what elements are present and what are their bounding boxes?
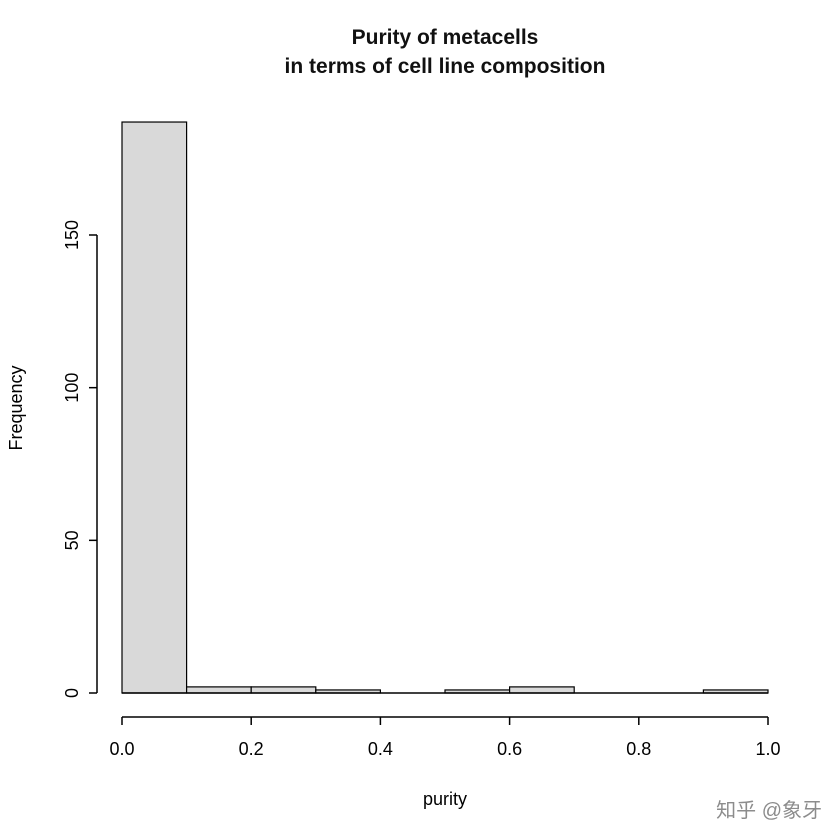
histogram-bar: [250, 686, 317, 694]
chart-title-line1: Purity of metacells: [352, 26, 539, 49]
histogram-bar: [186, 686, 252, 694]
x-tick-label: 1.0: [755, 739, 780, 759]
axes-group: 0 50 100 150 0.0 0.2 0.4 0.6 0.8 1.0: [62, 220, 781, 759]
x-axis-label: purity: [423, 789, 467, 809]
histogram-bar: [509, 686, 575, 694]
x-tick-label: 0.8: [626, 739, 651, 759]
x-tick-label: 0.0: [109, 739, 134, 759]
y-tick-label: 50: [62, 530, 82, 550]
bars-group: [121, 121, 769, 694]
histogram-bar: [121, 121, 188, 694]
y-tick-label: 150: [62, 220, 82, 250]
y-axis-label: Frequency: [6, 365, 26, 450]
watermark: 知乎 @象牙: [716, 799, 822, 822]
y-tick-label: 100: [62, 373, 82, 403]
x-tick-label: 0.6: [497, 739, 522, 759]
y-tick-label: 0: [62, 688, 82, 698]
chart-title-line2: in terms of cell line composition: [285, 55, 606, 78]
x-tick-label: 0.4: [368, 739, 393, 759]
x-tick-label: 0.2: [239, 739, 264, 759]
